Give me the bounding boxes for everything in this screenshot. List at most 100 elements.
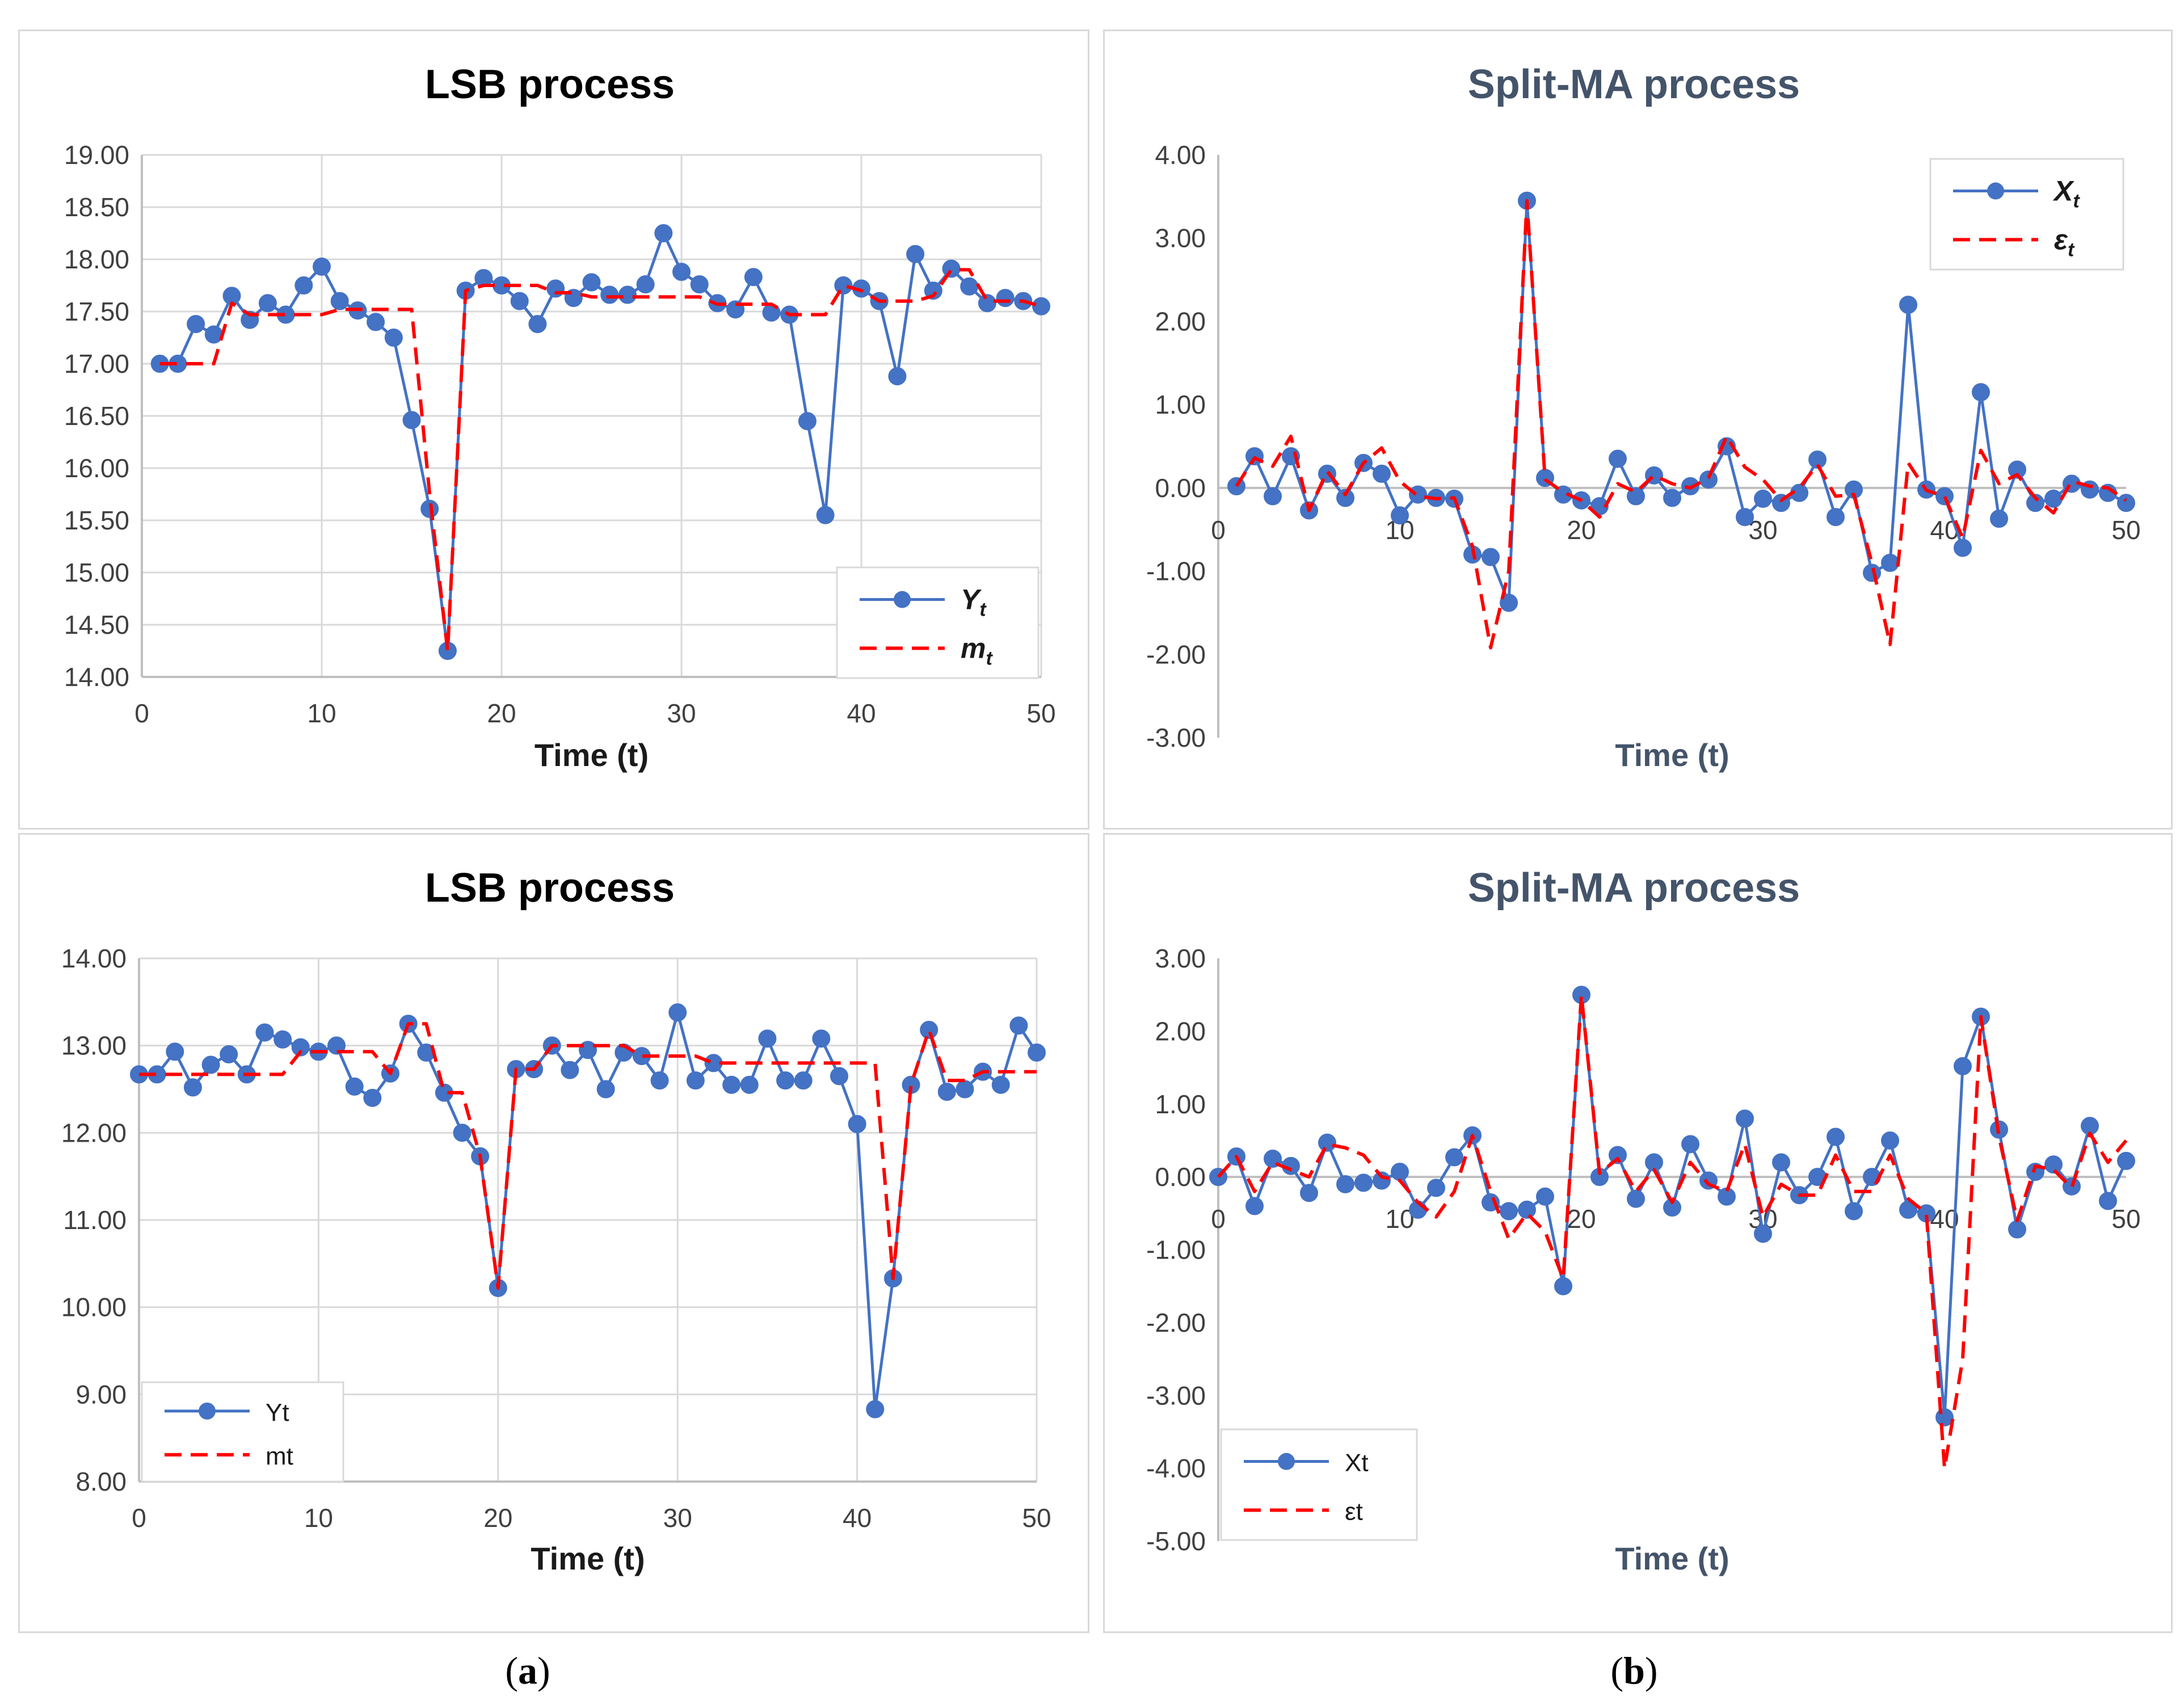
legend-label-εt: εt	[1345, 1497, 1363, 1525]
series-line-mt	[159, 268, 1042, 653]
legend-box	[1929, 158, 2124, 271]
data-point-Yt	[273, 1030, 292, 1049]
data-point-Xt	[1554, 1277, 1572, 1295]
legend-marker-Xt	[1278, 1453, 1295, 1470]
legend-box	[1220, 1428, 1418, 1541]
x-tick-label: 0	[1211, 1204, 1226, 1234]
series-line-mt	[139, 1022, 1037, 1290]
y-tick-label: -1.00	[1146, 1235, 1206, 1265]
data-point-Xt	[1954, 1057, 1972, 1075]
data-point-Xt	[1699, 470, 1718, 489]
data-point-Xt	[1972, 383, 1990, 402]
legend-box	[836, 566, 1040, 679]
data-point-Yt	[920, 1021, 939, 1040]
data-point-Yt	[187, 315, 205, 334]
data-point-Yt	[978, 294, 996, 313]
data-point-Xt	[1609, 449, 1627, 468]
data-point-Xt	[2044, 1155, 2063, 1174]
data-point-Yt	[582, 273, 601, 292]
x-axis-label: Time (t)	[531, 1541, 645, 1576]
y-tick-label: 17.00	[64, 349, 129, 378]
data-point-Yt	[672, 263, 691, 281]
data-point-Xt	[1845, 1202, 1863, 1221]
data-point-Xt	[1772, 1153, 1790, 1172]
data-point-Yt	[453, 1124, 472, 1142]
data-point-Yt	[906, 245, 925, 263]
x-tick-label: 20	[1567, 515, 1596, 545]
x-tick-label: 40	[1930, 515, 1959, 545]
legend-label-mt: mt	[266, 1442, 293, 1470]
data-point-Xt	[1754, 1225, 1772, 1243]
legend: Xt εt	[1220, 1428, 1418, 1541]
data-point-Xt	[1227, 477, 1245, 495]
data-point-Yt	[636, 275, 655, 294]
data-point-Yt	[996, 289, 1015, 308]
data-point-Yt	[166, 1042, 184, 1061]
chart-svg-top-left: LSB process 14.00 14.50 15.00 15.50 16.00 16.5…	[64, 62, 1056, 773]
chart-title: Split-MA process	[1468, 62, 1800, 107]
data-point-Xt	[1899, 296, 1917, 314]
x-tick-label: 0	[134, 699, 149, 728]
data-point-Xt	[1391, 506, 1409, 525]
x-axis-label: Time (t)	[535, 737, 649, 773]
data-point-Yt	[600, 285, 619, 304]
legend-label-Xt: Xt	[2052, 175, 2080, 212]
data-point-Yt	[650, 1071, 669, 1090]
data-point-Xt	[2044, 489, 2063, 508]
y-tick-label: 9.00	[75, 1379, 127, 1409]
legend-label-εt: εt	[2054, 224, 2075, 260]
legend: Xt εt	[1929, 158, 2124, 271]
data-point-Yt	[816, 506, 835, 524]
data-point-Xt	[1536, 1187, 1554, 1206]
data-point-Yt	[402, 411, 421, 430]
data-point-Yt	[291, 1038, 310, 1057]
data-point-Xt	[1409, 485, 1427, 504]
y-tick-label: 16.50	[64, 401, 129, 431]
y-tick-label: 11.00	[63, 1205, 127, 1235]
data-point-Yt	[960, 277, 979, 296]
chart-panel-top-right: Split-MA process -3.00 -2.00 -1.00 0.00 1.00 2…	[1103, 30, 2173, 830]
y-tick-label: -4.00	[1146, 1454, 1206, 1483]
y-tick-label: 2.00	[1155, 1016, 1206, 1046]
data-point-Yt	[367, 313, 385, 331]
data-point-Yt	[776, 1071, 795, 1090]
data-point-Yt	[812, 1029, 831, 1048]
y-tick-label: 1.00	[1155, 1089, 1206, 1119]
subfigure-label-b-text: b	[1623, 1649, 1645, 1692]
y-tick-label: -1.00	[1146, 557, 1206, 586]
data-point-Xt	[1899, 1200, 1917, 1219]
y-tick-label: 18.00	[64, 245, 129, 274]
data-point-Yt	[740, 1075, 759, 1094]
x-tick-label: 40	[843, 1503, 872, 1533]
data-point-Yt	[204, 325, 223, 344]
x-axis-label: Time (t)	[1615, 737, 1729, 773]
data-point-Xt	[1500, 1202, 1518, 1221]
y-tick-label: -3.00	[1146, 1381, 1206, 1410]
x-tick-label: 20	[1567, 1204, 1596, 1234]
data-point-Yt	[798, 412, 817, 431]
data-point-Yt	[942, 259, 961, 278]
y-tick-label: 15.00	[64, 558, 129, 587]
data-point-Yt	[255, 1023, 274, 1042]
series-line-εt	[1217, 993, 2128, 1470]
x-axis-label: Time (t)	[1615, 1541, 1729, 1576]
data-point-Yt	[384, 329, 403, 347]
data-point-Yt	[327, 1036, 346, 1055]
x-tick-label: 10	[307, 699, 336, 728]
data-point-Xt	[1754, 489, 1772, 508]
y-tick-label: 14.50	[64, 610, 129, 639]
data-point-Xt	[1863, 563, 1881, 582]
data-point-Yt	[888, 367, 907, 386]
data-point-Yt	[510, 292, 529, 310]
data-point-Xt	[1318, 1133, 1336, 1152]
data-point-Xt	[2117, 1151, 2135, 1170]
chart-panel-top-left: LSB process 14.00 14.50 15.00 15.50 16.00 16.5…	[18, 30, 1089, 830]
x-tick-label: 0	[132, 1503, 146, 1533]
chart-title: LSB process	[425, 865, 675, 911]
y-tick-label: -2.00	[1146, 639, 1206, 669]
data-point-Yt	[618, 285, 637, 304]
data-point-Xt	[1391, 1163, 1409, 1181]
chart-title: Split-MA process	[1468, 865, 1800, 911]
y-tick-label: 0.00	[1155, 473, 1206, 503]
y-tick-label: 10.00	[61, 1293, 127, 1322]
